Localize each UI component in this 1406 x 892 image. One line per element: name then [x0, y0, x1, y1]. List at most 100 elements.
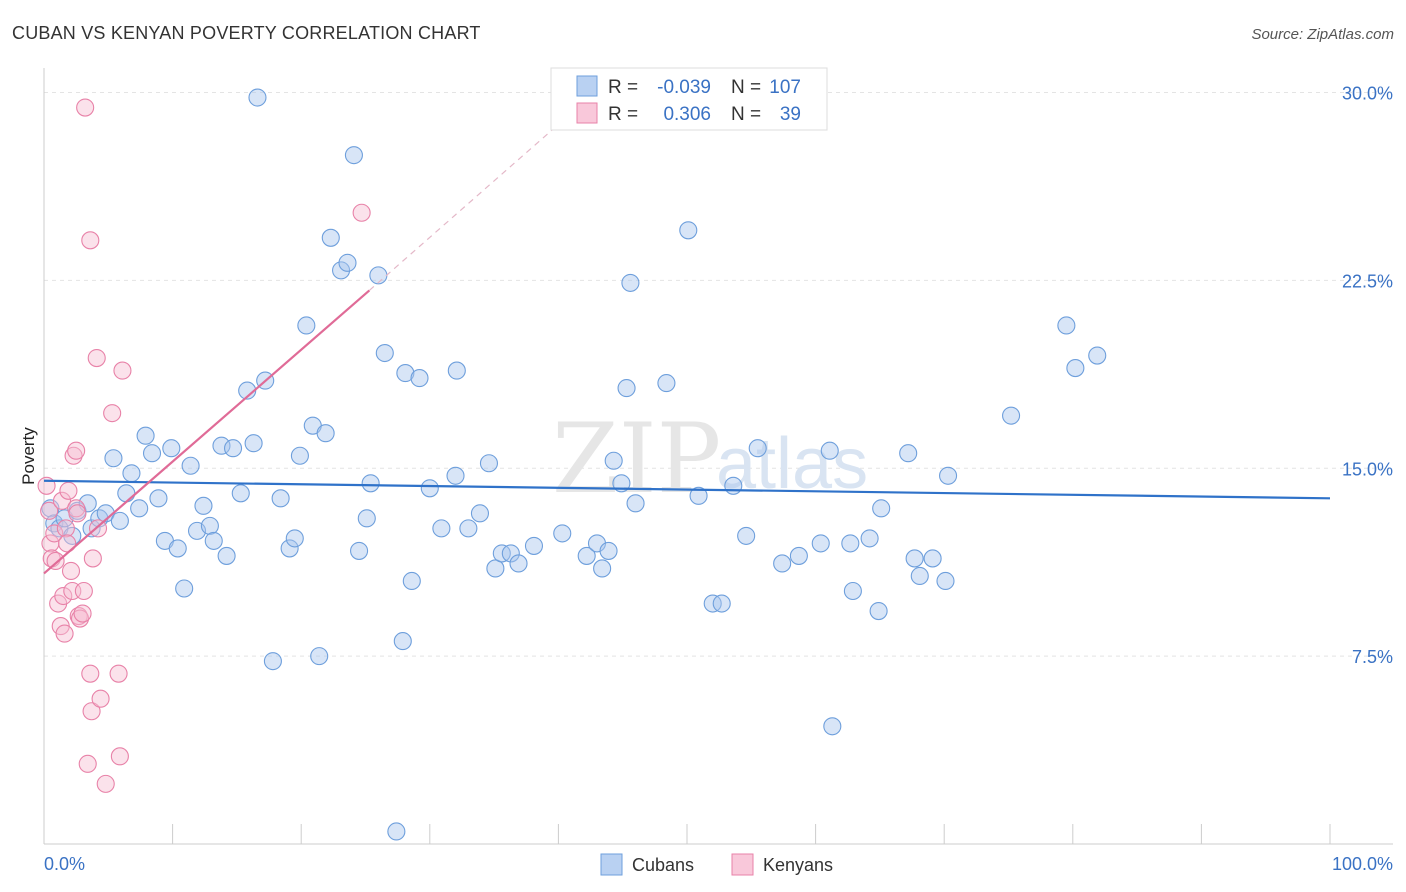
cubans-point-17: [149, 489, 168, 508]
cubans-point-44: [321, 228, 340, 247]
cubans-point-102: [939, 466, 958, 485]
cubans-point-55: [396, 364, 415, 383]
cubans-point-64: [479, 454, 499, 473]
cubans-point-70: [553, 524, 572, 543]
cubans-point-95: [869, 601, 888, 621]
cubans-point-7: [82, 519, 101, 538]
kenyans-point-14: [61, 561, 81, 581]
cubans-point-49: [357, 509, 376, 528]
kenyans-point-1: [40, 501, 59, 520]
kenyans-point-4: [45, 524, 64, 543]
cubans-point-107: [823, 717, 842, 736]
cubans-point-101: [936, 571, 955, 591]
cubans-point-90: [811, 534, 830, 553]
kenyans-point-21: [73, 604, 92, 623]
legend-swatch-kenyans: [576, 102, 598, 124]
cubans-point-24: [194, 496, 213, 515]
cubans-point-29: [223, 439, 243, 458]
kenyans-point-36: [113, 361, 132, 380]
kenyans-point-38: [68, 504, 87, 523]
kenyans-point-10: [55, 624, 74, 643]
series-legend-swatch-kenyans: [731, 853, 754, 876]
kenyans-point-31: [91, 689, 110, 708]
cubans-point-12: [117, 484, 136, 503]
cubans-point-26: [204, 531, 223, 550]
cubans-point-30: [231, 484, 250, 503]
cubans-point-37: [280, 539, 299, 558]
cubans-point-74: [599, 541, 618, 560]
cubans-trend-line: [43, 479, 1331, 500]
cubans-point-38: [285, 529, 304, 548]
cubans-point-21: [175, 579, 194, 598]
kenyans-point-27: [82, 702, 101, 721]
kenyans-point-37: [352, 203, 371, 222]
x-tick-label-min: 0.0%: [44, 854, 85, 874]
cubans-point-22: [181, 456, 200, 475]
cubans-point-59: [432, 519, 451, 538]
cubans-point-52: [375, 343, 394, 363]
cubans-point-36: [271, 489, 290, 508]
legend-r-label-cubans: R =: [608, 77, 638, 98]
cubans-point-100: [923, 549, 942, 568]
cubans-point-56: [402, 571, 421, 591]
cubans-point-50: [361, 474, 380, 493]
cubans-point-77: [617, 379, 636, 398]
cubans-point-28: [217, 546, 236, 565]
kenyans-point-28: [83, 549, 102, 568]
series-legend-swatch-cubans: [600, 853, 623, 876]
kenyans-trend-line: [43, 289, 371, 575]
kenyans-point-32: [96, 774, 115, 793]
legend-swatch-cubans: [576, 75, 598, 97]
cubans-point-98: [905, 549, 924, 568]
y-tick-label-1: 15.0%: [1342, 459, 1393, 479]
cubans-point-58: [420, 479, 439, 498]
cubans-point-97: [899, 444, 918, 463]
kenyans-point-5: [46, 551, 65, 570]
cubans-point-48: [350, 541, 369, 560]
cubans-point-96: [872, 499, 891, 518]
cubans-point-20: [168, 539, 187, 558]
kenyans-point-22: [74, 581, 93, 601]
cubans-point-79: [626, 494, 645, 513]
series-legend-label-kenyans: Kenyans: [763, 855, 833, 875]
cubans-point-89: [789, 546, 808, 565]
cubans-point-47: [344, 146, 363, 165]
cubans-point-39: [290, 446, 309, 465]
legend-r-label-kenyans: R =: [608, 104, 638, 125]
cubans-points: [41, 88, 1107, 841]
cubans-point-14: [130, 499, 149, 518]
cubans-point-60: [446, 466, 465, 485]
cubans-point-19: [162, 439, 181, 458]
kenyans-point-23: [76, 98, 95, 117]
cubans-point-71: [577, 546, 596, 565]
legend-r-value-kenyans: 0.306: [663, 104, 711, 125]
kenyans-point-11: [56, 519, 75, 538]
kenyans-point-33: [103, 404, 122, 423]
cubans-point-42: [310, 647, 329, 666]
cubans-point-61: [447, 361, 466, 380]
kenyans-point-25: [81, 664, 100, 683]
cubans-point-73: [593, 559, 612, 578]
cubans-point-106: [1088, 346, 1107, 365]
cubans-point-85: [724, 476, 743, 495]
cubans-point-27: [212, 436, 231, 455]
cubans-point-65: [486, 559, 505, 578]
kenyans-point-35: [110, 747, 129, 766]
cubans-point-43: [316, 424, 335, 443]
cubans-point-80: [657, 374, 676, 393]
cubans-point-11: [110, 511, 129, 530]
cubans-point-86: [737, 526, 756, 545]
cubans-point-78: [621, 273, 640, 292]
cubans-point-51: [369, 266, 388, 285]
cubans-point-62: [459, 519, 478, 538]
cubans-point-91: [820, 441, 839, 460]
cubans-point-103: [1002, 406, 1021, 425]
kenyans-point-9: [54, 586, 73, 606]
cubans-point-81: [679, 221, 698, 240]
kenyans-point-26: [81, 231, 100, 250]
gridlines: [44, 92, 1390, 657]
kenyans-point-13: [59, 481, 78, 500]
watermark: ZIP atlas: [552, 403, 868, 515]
correlation-legend: R = -0.039 N = 107 R = 0.306 N = 39: [550, 67, 828, 131]
